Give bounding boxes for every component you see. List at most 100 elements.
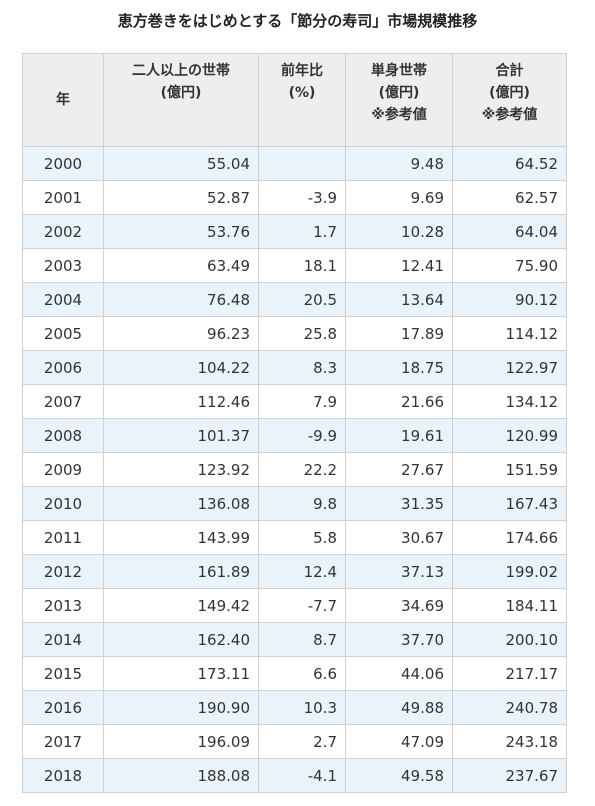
year-cell: 2006 bbox=[22, 350, 104, 385]
value-cell: 114.12 bbox=[452, 316, 567, 351]
value-cell: 196.09 bbox=[103, 724, 259, 759]
year-cell: 2009 bbox=[22, 452, 104, 487]
value-cell: 34.69 bbox=[345, 588, 453, 623]
title: 恵方巻きをはじめとする「節分の寿司」市場規模推移 bbox=[117, 12, 478, 30]
value-cell: 167.43 bbox=[452, 486, 567, 521]
value-cell: -7.7 bbox=[258, 588, 346, 623]
value-cell: 12.41 bbox=[345, 248, 453, 283]
value-cell: 190.90 bbox=[103, 690, 259, 725]
year-cell: 2008 bbox=[22, 418, 104, 453]
value-cell: 62.57 bbox=[452, 180, 567, 215]
value-cell: -4.1 bbox=[258, 758, 346, 793]
value-cell: 200.10 bbox=[452, 622, 567, 657]
value-cell: 199.02 bbox=[452, 554, 567, 589]
value-cell: 49.88 bbox=[345, 690, 453, 725]
value-cell: 13.64 bbox=[345, 282, 453, 317]
value-cell: 143.99 bbox=[103, 520, 259, 555]
value-cell: 53.76 bbox=[103, 214, 259, 249]
value-cell bbox=[258, 146, 346, 181]
year-cell: 2002 bbox=[22, 214, 104, 249]
header-cell: 単身世帯 (億円) ※参考値 bbox=[345, 53, 453, 147]
value-cell: 63.49 bbox=[103, 248, 259, 283]
value-cell: 75.90 bbox=[452, 248, 567, 283]
header-line: (億円) bbox=[489, 85, 530, 101]
value-cell: 2.7 bbox=[258, 724, 346, 759]
data-row: 2016 190.90 10.3 49.88 240.78 bbox=[22, 690, 567, 725]
header-line: 年 bbox=[56, 92, 70, 108]
year-cell: 2000 bbox=[22, 146, 104, 181]
header-line: 単身世帯 bbox=[371, 63, 427, 79]
data-row: 2013 149.42 -7.7 34.69 184.11 bbox=[22, 588, 567, 623]
year-cell: 2013 bbox=[22, 588, 104, 623]
value-cell: 161.89 bbox=[103, 554, 259, 589]
table-body: 2000 55.04 9.48 64.52 2001 52.87 -3.9 9.69 62.57… bbox=[22, 146, 567, 793]
value-cell: 122.97 bbox=[452, 350, 567, 385]
header-line: 前年比 bbox=[281, 63, 323, 79]
value-cell: -3.9 bbox=[258, 180, 346, 215]
value-cell: 12.4 bbox=[258, 554, 346, 589]
value-cell: 188.08 bbox=[103, 758, 259, 793]
value-cell: 9.8 bbox=[258, 486, 346, 521]
data-row: 2009 123.92 22.2 27.67 151.59 bbox=[22, 452, 567, 487]
value-cell: 134.12 bbox=[452, 384, 567, 419]
data-row: 2008 101.37 -9.9 19.61 120.99 bbox=[22, 418, 567, 453]
header-line: ※参考値 bbox=[481, 107, 538, 123]
data-row: 2002 53.76 1.7 10.28 64.04 bbox=[22, 214, 567, 249]
value-cell: 9.69 bbox=[345, 180, 453, 215]
value-cell: 217.17 bbox=[452, 656, 567, 691]
value-cell: 120.99 bbox=[452, 418, 567, 453]
value-cell: 104.22 bbox=[103, 350, 259, 385]
value-cell: 52.87 bbox=[103, 180, 259, 215]
year-cell: 2018 bbox=[22, 758, 104, 793]
year-cell: 2003 bbox=[22, 248, 104, 283]
value-cell: 162.40 bbox=[103, 622, 259, 657]
value-cell: 17.89 bbox=[345, 316, 453, 351]
value-cell: 7.9 bbox=[258, 384, 346, 419]
data-row: 2003 63.49 18.1 12.41 75.90 bbox=[22, 248, 567, 283]
data-row: 2010 136.08 9.8 31.35 167.43 bbox=[22, 486, 567, 521]
header-line: (億円) bbox=[378, 85, 420, 101]
header-cell: 前年比 (%) bbox=[258, 53, 346, 147]
value-cell: 21.66 bbox=[345, 384, 453, 419]
value-cell: 184.11 bbox=[452, 588, 567, 623]
value-cell: 240.78 bbox=[452, 690, 567, 725]
year-cell: 2014 bbox=[22, 622, 104, 657]
value-cell: 149.42 bbox=[103, 588, 259, 623]
value-cell: 136.08 bbox=[103, 486, 259, 521]
value-cell: 10.28 bbox=[345, 214, 453, 249]
value-cell: 27.67 bbox=[345, 452, 453, 487]
year-cell: 2011 bbox=[22, 520, 104, 555]
value-cell: 90.12 bbox=[452, 282, 567, 317]
value-cell: 30.67 bbox=[345, 520, 453, 555]
value-cell: 18.75 bbox=[345, 350, 453, 385]
value-cell: 5.8 bbox=[258, 520, 346, 555]
data-row: 2018 188.08 -4.1 49.58 237.67 bbox=[22, 758, 567, 793]
data-row: 2012 161.89 12.4 37.13 199.02 bbox=[22, 554, 567, 589]
data-row: 2007 112.46 7.9 21.66 134.12 bbox=[22, 384, 567, 419]
year-cell: 2005 bbox=[22, 316, 104, 351]
value-cell: 64.52 bbox=[452, 146, 567, 181]
header-line: ※参考値 bbox=[371, 107, 427, 123]
value-cell: 64.04 bbox=[452, 214, 567, 249]
value-cell: 8.3 bbox=[258, 350, 346, 385]
value-cell: 243.18 bbox=[452, 724, 567, 759]
data-row: 2017 196.09 2.7 47.09 243.18 bbox=[22, 724, 567, 759]
value-cell: 237.67 bbox=[452, 758, 567, 793]
data-row: 2000 55.04 9.48 64.52 bbox=[22, 146, 567, 181]
value-cell: 151.59 bbox=[452, 452, 567, 487]
value-cell: 112.46 bbox=[103, 384, 259, 419]
value-cell: 173.11 bbox=[103, 656, 259, 691]
value-cell: 6.6 bbox=[258, 656, 346, 691]
header-cell: 合計 (億円) ※参考値 bbox=[452, 53, 567, 147]
value-cell: 123.92 bbox=[103, 452, 259, 487]
year-cell: 2016 bbox=[22, 690, 104, 725]
value-cell: 37.70 bbox=[345, 622, 453, 657]
value-cell: -9.9 bbox=[258, 418, 346, 453]
value-cell: 18.1 bbox=[258, 248, 346, 283]
value-cell: 37.13 bbox=[345, 554, 453, 589]
header-line: (%) bbox=[288, 85, 316, 101]
value-cell: 49.58 bbox=[345, 758, 453, 793]
header-line: 合計 bbox=[495, 63, 524, 79]
data-row: 2014 162.40 8.7 37.70 200.10 bbox=[22, 622, 567, 657]
